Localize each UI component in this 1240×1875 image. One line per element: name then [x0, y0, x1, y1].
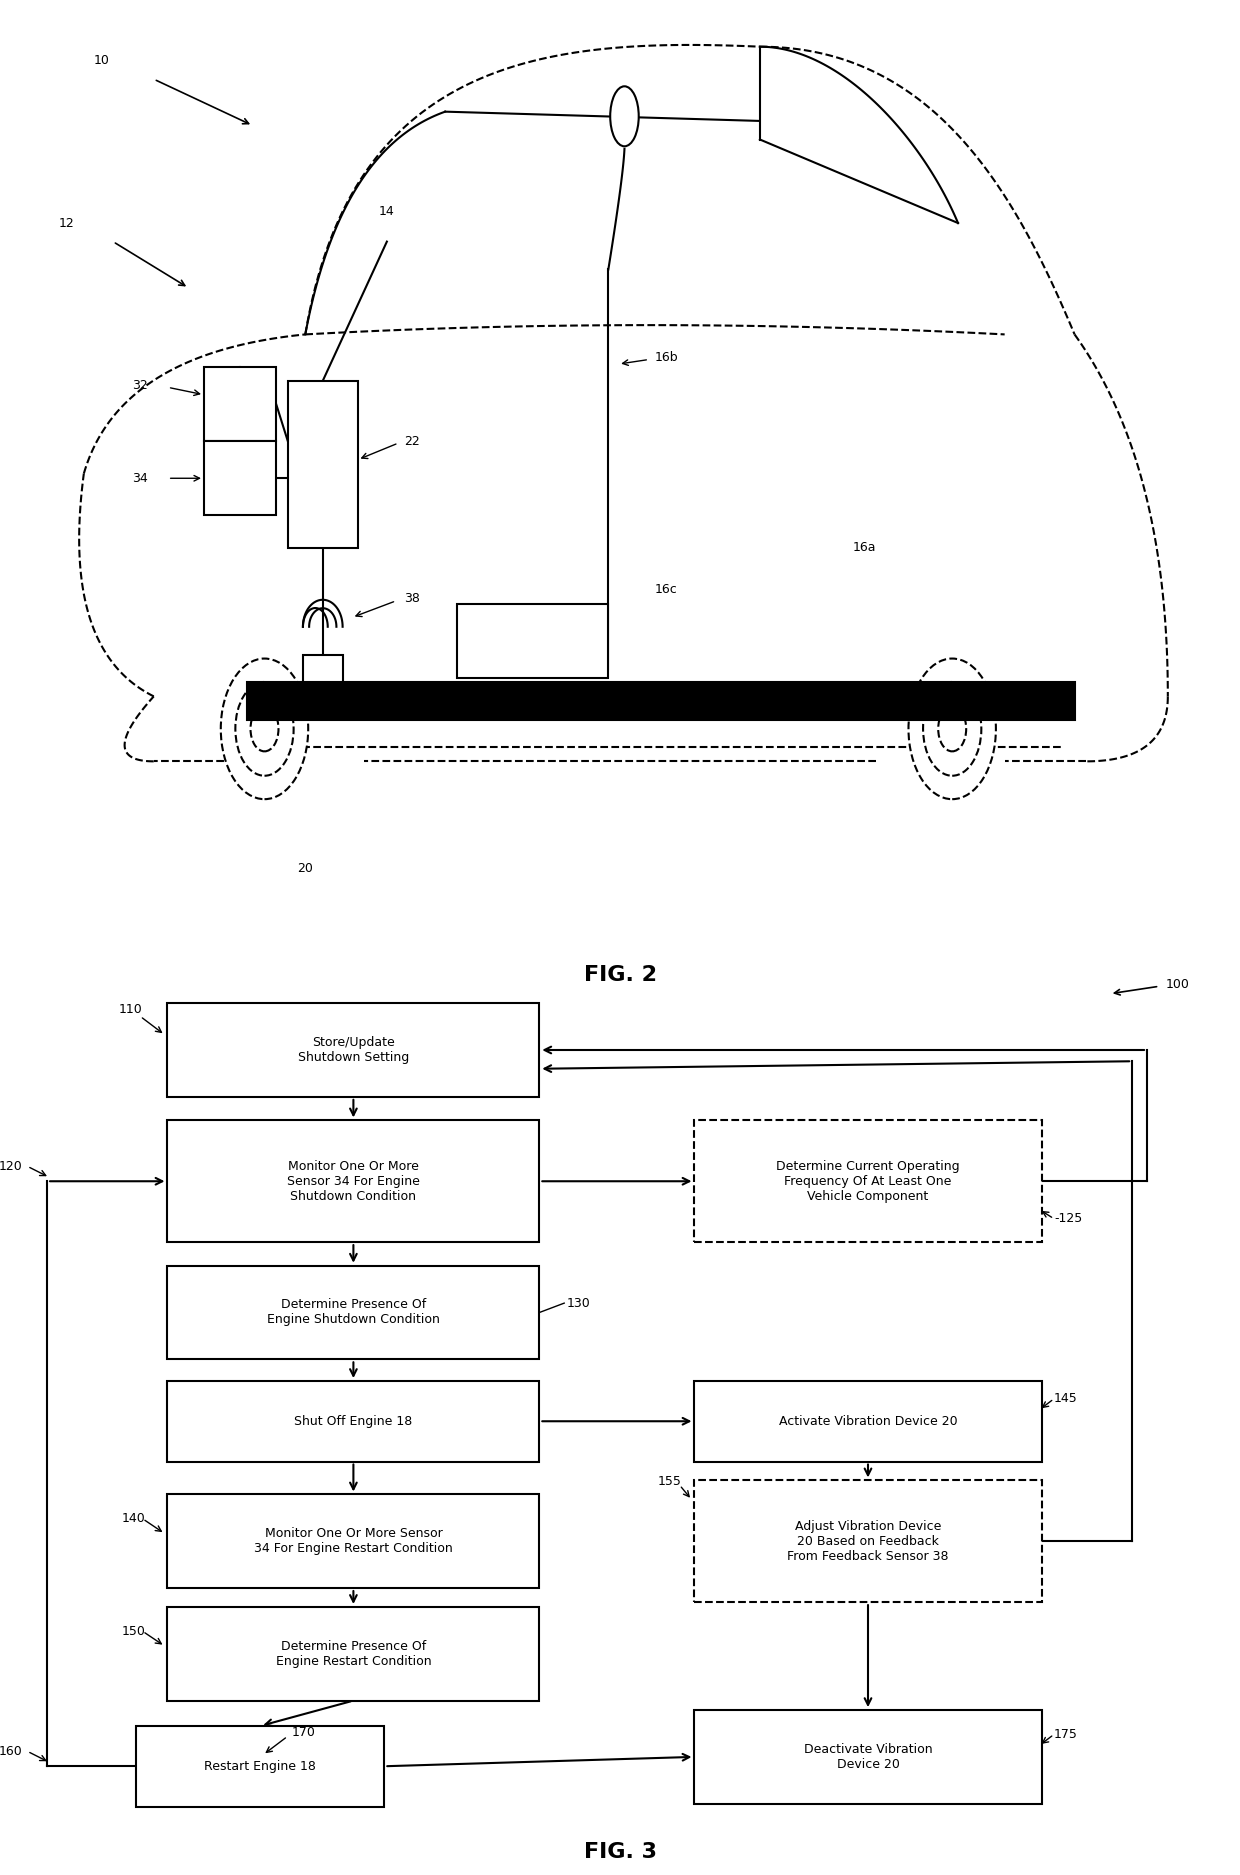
Text: 170: 170 [291, 1727, 315, 1738]
Text: 145: 145 [1054, 1393, 1078, 1404]
Text: Restart Engine 18: Restart Engine 18 [205, 1761, 316, 1772]
FancyBboxPatch shape [694, 1710, 1042, 1804]
Text: 38: 38 [404, 592, 420, 606]
FancyBboxPatch shape [203, 368, 277, 441]
Text: Monitor One Or More
Sensor 34 For Engine
Shutdown Condition: Monitor One Or More Sensor 34 For Engine… [286, 1161, 420, 1202]
FancyBboxPatch shape [694, 1481, 1042, 1601]
Text: Determine Presence Of
Engine Restart Condition: Determine Presence Of Engine Restart Con… [275, 1641, 432, 1667]
Text: Activate Vibration Device 20: Activate Vibration Device 20 [779, 1416, 957, 1427]
Text: Store/Update
Shutdown Setting: Store/Update Shutdown Setting [298, 1037, 409, 1063]
Text: 150: 150 [122, 1626, 145, 1637]
Ellipse shape [236, 682, 294, 776]
FancyBboxPatch shape [167, 1607, 539, 1701]
Text: 160: 160 [0, 1746, 22, 1757]
Ellipse shape [610, 86, 639, 146]
Text: 34: 34 [133, 472, 148, 486]
Text: 130: 130 [567, 1298, 590, 1309]
Text: 16c: 16c [655, 583, 678, 596]
Ellipse shape [923, 682, 981, 776]
Text: Adjust Vibration Device
20 Based on Feedback
From Feedback Sensor 38: Adjust Vibration Device 20 Based on Feed… [787, 1521, 949, 1562]
FancyBboxPatch shape [167, 1380, 539, 1462]
Ellipse shape [250, 707, 279, 752]
Ellipse shape [909, 658, 996, 799]
FancyBboxPatch shape [694, 1380, 1042, 1462]
Text: 14: 14 [379, 206, 394, 218]
Text: 16b: 16b [655, 351, 678, 364]
FancyBboxPatch shape [203, 441, 277, 516]
FancyBboxPatch shape [167, 1266, 539, 1359]
FancyBboxPatch shape [303, 654, 342, 682]
Text: 140: 140 [122, 1513, 145, 1524]
Text: 120: 120 [0, 1161, 22, 1172]
Text: 10: 10 [93, 54, 109, 68]
FancyBboxPatch shape [694, 1119, 1042, 1241]
Text: 110: 110 [119, 1003, 143, 1016]
FancyBboxPatch shape [167, 1119, 539, 1241]
Text: 16a: 16a [853, 542, 877, 555]
Ellipse shape [939, 707, 966, 752]
Text: 32: 32 [133, 379, 148, 392]
FancyBboxPatch shape [456, 604, 609, 677]
Text: 20: 20 [298, 862, 314, 874]
Text: Deactivate Vibration
Device 20: Deactivate Vibration Device 20 [804, 1744, 932, 1770]
FancyBboxPatch shape [136, 1725, 384, 1807]
Text: 12: 12 [58, 216, 74, 229]
FancyBboxPatch shape [288, 381, 357, 548]
Text: -125: -125 [1054, 1213, 1083, 1224]
FancyBboxPatch shape [167, 1003, 539, 1097]
Text: FIG. 2: FIG. 2 [584, 966, 656, 984]
Text: 22: 22 [404, 435, 420, 448]
Text: 100: 100 [1166, 979, 1189, 990]
Text: FIG. 3: FIG. 3 [584, 1843, 656, 1862]
Text: 155: 155 [658, 1476, 682, 1487]
Text: 175: 175 [1054, 1729, 1078, 1740]
Text: Shut Off Engine 18: Shut Off Engine 18 [294, 1416, 413, 1427]
FancyBboxPatch shape [167, 1494, 539, 1588]
Text: Monitor One Or More Sensor
34 For Engine Restart Condition: Monitor One Or More Sensor 34 For Engine… [254, 1528, 453, 1554]
Text: Determine Presence Of
Engine Shutdown Condition: Determine Presence Of Engine Shutdown Co… [267, 1299, 440, 1326]
FancyBboxPatch shape [247, 682, 1075, 720]
Text: Determine Current Operating
Frequency Of At Least One
Vehicle Component: Determine Current Operating Frequency Of… [776, 1161, 960, 1202]
Ellipse shape [221, 658, 309, 799]
